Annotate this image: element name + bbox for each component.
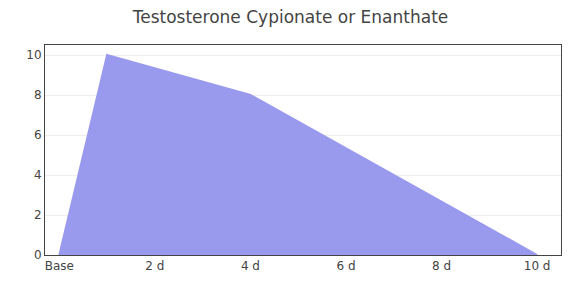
svg-text:10: 10 [26, 48, 41, 62]
svg-text:2 d: 2 d [145, 259, 164, 273]
svg-text:10 d: 10 d [524, 259, 551, 273]
svg-text:8: 8 [34, 88, 42, 102]
svg-text:2: 2 [34, 208, 42, 222]
svg-text:Base: Base [45, 259, 74, 273]
svg-text:4: 4 [34, 168, 42, 182]
svg-text:4 d: 4 d [241, 259, 260, 273]
svg-text:6: 6 [34, 128, 42, 142]
svg-text:Testosterone Cypionate or Enan: Testosterone Cypionate or Enanthate [132, 7, 449, 27]
svg-text:8 d: 8 d [432, 259, 451, 273]
svg-text:6 d: 6 d [336, 259, 355, 273]
svg-text:0: 0 [34, 248, 42, 262]
